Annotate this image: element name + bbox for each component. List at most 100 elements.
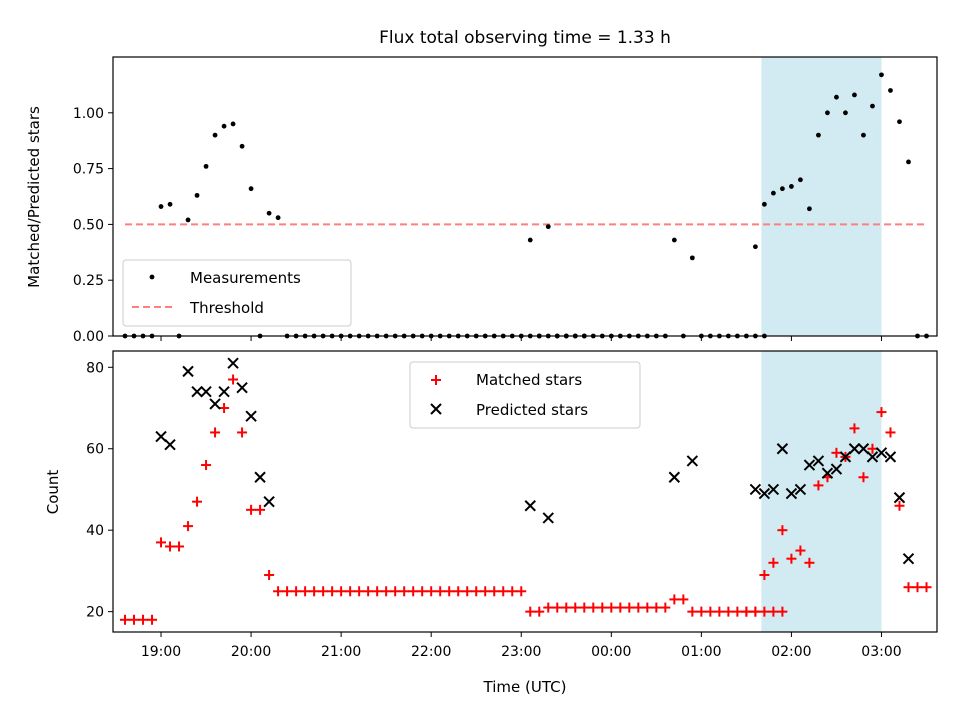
matched-star-point <box>246 504 257 515</box>
matched-star-point <box>183 521 194 532</box>
matched-star-point <box>741 606 752 617</box>
measurement-point <box>752 244 758 250</box>
bottom-xtick-label: 03:00 <box>861 644 901 660</box>
matched-star-point <box>138 614 149 625</box>
measurement-point <box>203 163 209 169</box>
matched-star-point <box>786 553 797 564</box>
predicted-star-point <box>218 386 230 398</box>
top-y-axis-label: Matched/Predicted stars <box>25 106 43 288</box>
matched-star-point <box>453 586 464 597</box>
matched-star-point <box>858 472 869 483</box>
matched-star-point <box>273 586 284 597</box>
matched-star-point <box>606 602 617 613</box>
bottom-legend: Matched stars Predicted stars <box>409 361 641 429</box>
matched-star-point <box>669 594 680 605</box>
predicted-star-point <box>830 463 843 475</box>
bottom-legend-box <box>409 361 641 429</box>
predicted-star-point <box>182 365 194 378</box>
measurement-point <box>158 204 164 209</box>
bottom-y-axis-label: Count <box>44 470 62 515</box>
matched-star-point <box>777 606 788 617</box>
matched-star-point <box>759 606 770 617</box>
top-ytick-label: 0.75 <box>73 162 104 178</box>
top-x-axis <box>160 336 882 341</box>
matched-star-point <box>408 586 419 597</box>
matched-star-point <box>885 427 896 438</box>
top-ytick-label: 0.50 <box>73 217 104 233</box>
measurement-point <box>221 123 227 129</box>
matched-star-point <box>543 602 554 613</box>
predicted-star-point <box>839 451 852 463</box>
predicted-star-point <box>812 455 825 467</box>
matched-star-point <box>696 606 707 617</box>
predicted-star-point <box>155 430 167 443</box>
predicted-star-point <box>524 500 536 512</box>
matched-star-point <box>507 586 518 597</box>
predicted-star-point <box>893 491 906 504</box>
predicted-star-point <box>236 381 248 394</box>
matched-star-point <box>354 586 365 597</box>
matched-star-point <box>147 614 158 625</box>
measurement-point <box>761 201 767 207</box>
bottom-xtick-label: 19:00 <box>141 644 181 660</box>
matched-star-point <box>129 614 140 625</box>
matched-star-point <box>417 586 428 597</box>
matched-star-point <box>597 602 608 613</box>
bottom-plot-area <box>120 357 932 625</box>
matched-star-point <box>264 569 275 580</box>
legend-predicted-label: Predicted stars <box>476 401 588 419</box>
matched-star-point <box>750 606 761 617</box>
matched-star-point <box>345 586 356 597</box>
measurement-point <box>798 177 803 183</box>
top-axes-frame <box>112 56 938 337</box>
top-highlight-span <box>761 57 882 336</box>
predicted-star-point <box>758 487 771 500</box>
measurement-point <box>689 255 695 261</box>
matched-star-point <box>120 614 131 625</box>
measurement-point <box>239 143 245 149</box>
matched-star-point <box>579 602 590 613</box>
matched-star-point <box>192 496 203 507</box>
predicted-star-point <box>848 443 861 455</box>
bottom-xtick-label: 00:00 <box>591 644 631 660</box>
matched-star-point <box>165 541 176 552</box>
measurement-point <box>870 103 875 109</box>
predicted-star-point <box>776 443 789 455</box>
measurement-point <box>834 94 839 100</box>
matched-star-point <box>489 586 500 597</box>
measurement-point <box>185 217 191 223</box>
predicted-star-point <box>191 386 203 398</box>
matched-star-point <box>174 541 185 552</box>
matched-star-point <box>237 427 248 438</box>
matched-star-point <box>714 606 725 617</box>
top-legend-box <box>122 259 352 327</box>
measurement-point <box>230 121 236 127</box>
top-y-axis: 0.00 0.25 0.50 0.75 1.00 <box>73 106 113 345</box>
matched-star-point <box>723 606 734 617</box>
bottom-ytick-label: 20 <box>86 605 104 621</box>
measurement-point <box>545 224 551 230</box>
predicted-star-point <box>857 443 870 455</box>
matched-star-point <box>210 427 221 438</box>
measurement-point <box>789 184 794 189</box>
matched-star-point <box>921 582 932 593</box>
legend-measurements-marker <box>149 274 155 280</box>
legend-matched-marker <box>431 375 441 385</box>
matched-star-point <box>381 586 392 597</box>
matched-star-point <box>651 602 662 613</box>
predicted-star-point <box>803 459 816 471</box>
measurement-point <box>275 215 281 221</box>
measurement-point <box>212 132 218 138</box>
matched-star-point <box>462 586 473 597</box>
measurement-point <box>671 237 677 243</box>
bottom-xtick-label: 01:00 <box>681 644 721 660</box>
legend-threshold-label: Threshold <box>189 299 264 317</box>
bottom-ytick-label: 60 <box>86 442 104 458</box>
matched-star-point <box>471 586 482 597</box>
predicted-star-point <box>263 495 275 508</box>
measurement-point <box>248 186 254 192</box>
matched-star-point <box>201 460 212 471</box>
predicted-star-point <box>227 357 239 369</box>
predicted-star-point <box>254 471 266 483</box>
